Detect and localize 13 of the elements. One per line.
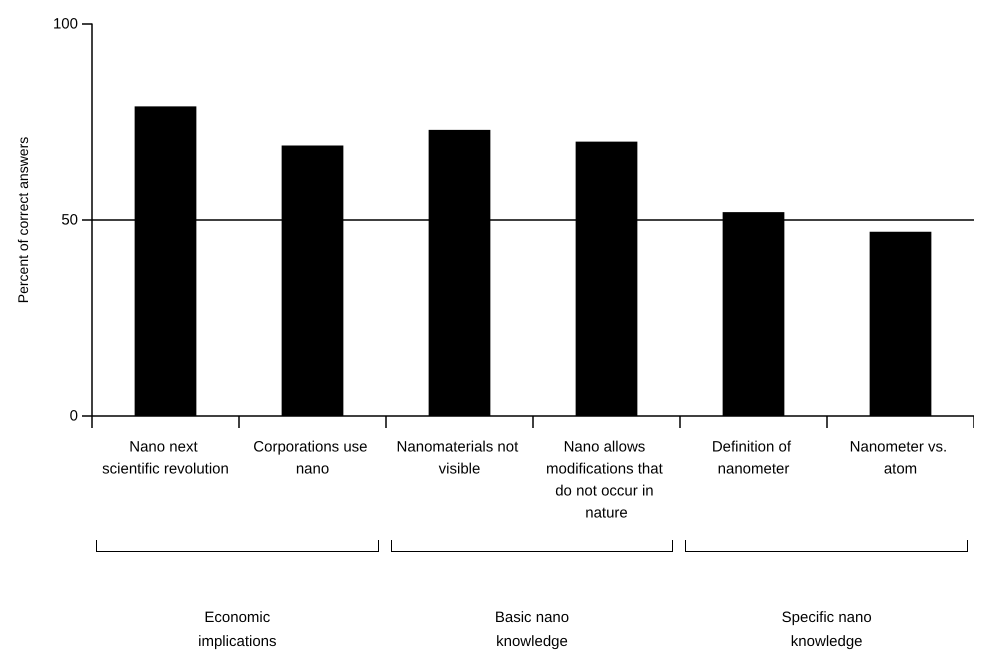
x-tick-label: Definition of nanometer: [712, 438, 796, 478]
y-tick-label: 100: [52, 16, 78, 32]
x-tick-label: Nanometer vs. atom: [850, 438, 952, 478]
y-tick-label: 0: [70, 408, 78, 424]
x-tick-label: Nanomaterials not visible: [396, 438, 522, 478]
text: Basic nano knowledge: [494, 608, 570, 652]
x-tick-label: Nano next scientific revolution: [102, 438, 229, 478]
x-tick-label: Corporations use nano: [253, 438, 372, 478]
text: Specific nano knowledge: [780, 608, 873, 652]
y-axis-title: Percent of correct answers: [15, 136, 31, 304]
text: Economic implications: [197, 608, 278, 652]
x-tick-label: Nano allows modifications that do not occur in nature: [546, 438, 667, 522]
y-tick-label: 50: [61, 212, 78, 228]
